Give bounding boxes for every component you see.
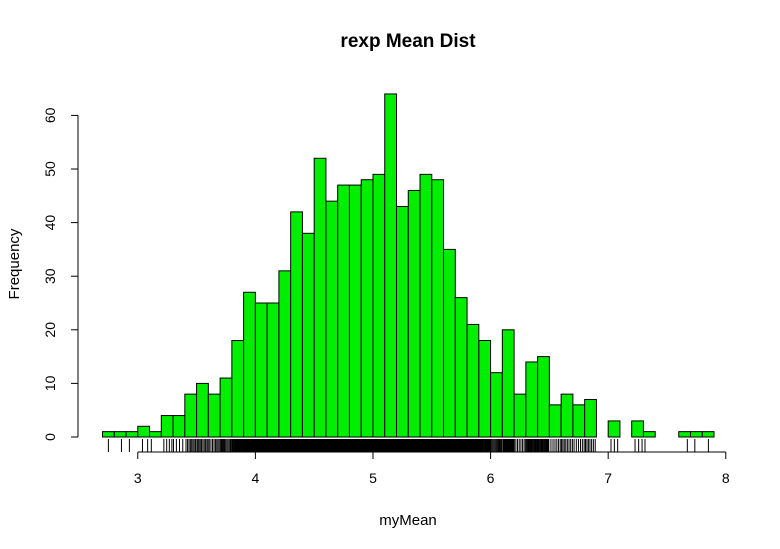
- histogram-bar: [243, 291, 256, 438]
- histogram-bar: [360, 179, 374, 438]
- bars-group: [102, 93, 715, 438]
- histogram-bar: [172, 415, 186, 438]
- y-axis: 0 10 20 30 40 50 60: [42, 107, 79, 441]
- histogram-bar: [642, 431, 656, 438]
- histogram-bar: [348, 184, 362, 438]
- y-tick-label: 60: [42, 107, 58, 123]
- histogram-bar: [678, 431, 691, 438]
- y-tick-label: 0: [42, 433, 58, 441]
- histogram-bar: [196, 382, 209, 438]
- histogram-bar: [631, 420, 644, 438]
- histogram-bar: [102, 431, 115, 438]
- histogram-bar: [266, 302, 280, 438]
- y-tick-label: 40: [42, 215, 58, 231]
- y-tick-label: 30: [42, 268, 58, 284]
- histogram-bar: [278, 270, 292, 438]
- x-tick-label: 5: [369, 470, 377, 486]
- histogram-bar: [466, 323, 480, 438]
- histogram-bar: [290, 211, 303, 438]
- x-tick-label: 7: [604, 470, 612, 486]
- x-axis: 3 4 5 6 7 8: [134, 451, 730, 486]
- histogram-bar: [301, 232, 315, 438]
- histogram-bar: [207, 393, 221, 438]
- y-tick-label: 20: [42, 322, 58, 338]
- rug-group: [107, 439, 709, 452]
- histogram-bar: [419, 173, 433, 438]
- histogram-bar: [607, 420, 621, 438]
- x-tick-label: 3: [134, 470, 142, 486]
- x-tick-label: 4: [251, 470, 259, 486]
- chart-title: rexp Mean Dist: [340, 31, 476, 52]
- histogram-bar: [584, 398, 597, 438]
- histogram-bar: [431, 179, 445, 438]
- histogram-bar: [548, 404, 562, 438]
- x-axis-label: myMean: [379, 512, 437, 529]
- histogram-bar: [690, 431, 703, 438]
- histogram-bar: [537, 356, 550, 438]
- histogram-bar: [478, 340, 492, 438]
- histogram-bar: [184, 393, 198, 438]
- histogram-bar: [443, 248, 456, 438]
- histogram-bar: [454, 297, 468, 438]
- histogram-bar: [219, 377, 233, 438]
- histogram-bar: [113, 431, 127, 438]
- histogram-bar: [231, 340, 245, 438]
- histogram-bar: [701, 431, 715, 438]
- histogram-bar: [160, 415, 174, 438]
- histogram-bar: [490, 372, 503, 438]
- histogram-bar: [572, 404, 586, 438]
- histogram-bar: [325, 200, 339, 438]
- histogram-bar: [313, 157, 327, 438]
- histogram-bar: [513, 393, 527, 438]
- histogram-bar: [337, 184, 350, 438]
- y-tick-label: 50: [42, 161, 58, 177]
- histogram-bar: [125, 431, 139, 438]
- histogram-bar: [525, 361, 539, 438]
- y-axis-label: Frequency: [6, 228, 23, 299]
- x-tick-label: 8: [722, 470, 730, 486]
- histogram-bar: [372, 173, 386, 438]
- histogram-bar: [254, 302, 268, 438]
- histogram-bar: [501, 329, 515, 438]
- histogram-bar: [137, 425, 151, 438]
- histogram-bar: [407, 189, 421, 438]
- histogram-bar: [149, 431, 162, 438]
- x-tick-label: 6: [487, 470, 495, 486]
- y-tick-label: 10: [42, 375, 58, 391]
- histogram-bar: [396, 206, 409, 438]
- histogram-bar: [560, 393, 574, 438]
- histogram-bar: [384, 93, 397, 438]
